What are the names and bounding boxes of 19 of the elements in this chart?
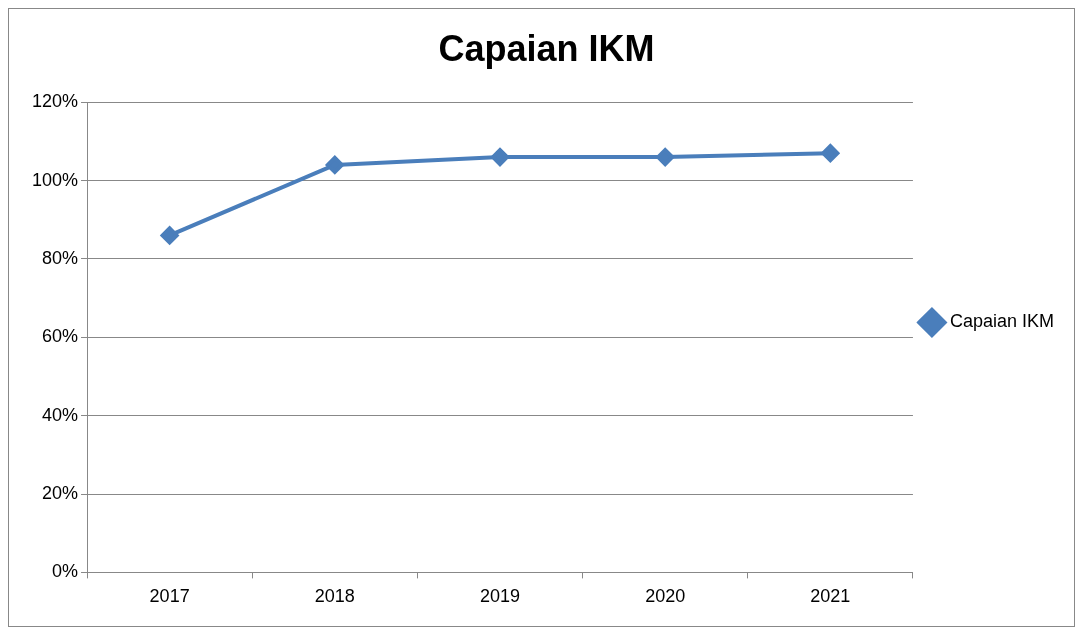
chart-title: Capaian IKM bbox=[438, 27, 655, 69]
y-tick-label: 120% bbox=[31, 91, 79, 112]
point bbox=[160, 226, 179, 245]
x-tick-label: 2018 bbox=[314, 586, 355, 607]
legend-label: Capaian IKM bbox=[949, 311, 1055, 332]
y-tick-label: 40% bbox=[42, 404, 79, 425]
y-tick-label: 0% bbox=[52, 561, 79, 582]
x-tick-label: 2019 bbox=[479, 586, 521, 607]
x-tick-label: 2017 bbox=[149, 586, 190, 607]
y-tick-label: 60% bbox=[42, 326, 79, 347]
point bbox=[325, 155, 344, 174]
point bbox=[490, 148, 509, 167]
y-tick-label: 80% bbox=[42, 247, 79, 268]
y-tick-label: 100% bbox=[31, 169, 79, 190]
x-tick-label: 2021 bbox=[810, 586, 851, 607]
y-tick-label: 20% bbox=[42, 483, 79, 503]
point bbox=[656, 148, 675, 167]
x-tick-label: 2020 bbox=[645, 586, 686, 607]
point bbox=[821, 144, 840, 163]
